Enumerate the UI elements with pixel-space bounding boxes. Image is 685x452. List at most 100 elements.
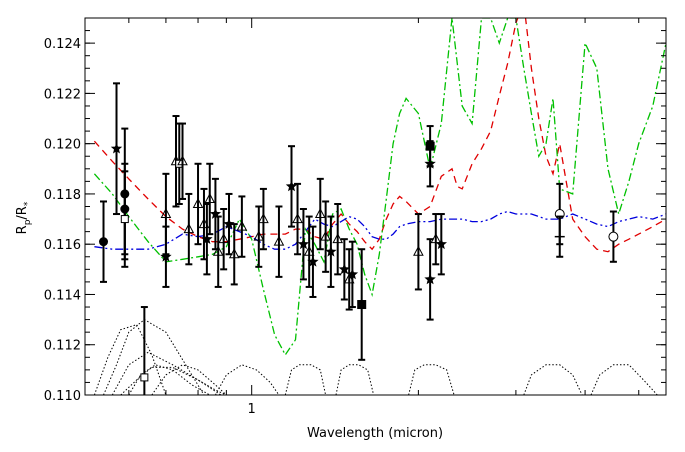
- measurement: [554, 215, 565, 258]
- measurement: [357, 248, 367, 361]
- data-point: [218, 233, 229, 244]
- measurement: [320, 200, 331, 273]
- y-tick-label: 0.114: [44, 288, 81, 303]
- measurements: [99, 82, 619, 395]
- measurement: [608, 210, 619, 263]
- measurement: [253, 205, 265, 268]
- data-point: [160, 207, 172, 219]
- data-point: [346, 268, 359, 280]
- y-axis-label-slash: /R: [15, 206, 30, 219]
- data-point: [413, 245, 424, 256]
- filter-curve: [111, 351, 222, 395]
- filter-curves: [93, 318, 658, 395]
- data-point: [253, 230, 265, 241]
- measurement: [338, 238, 351, 301]
- x-axis-label: Wavelength (micron): [307, 426, 443, 441]
- data-point: [320, 230, 331, 241]
- filter-curve: [214, 364, 280, 395]
- data-point: [424, 273, 436, 285]
- data-point: [325, 245, 337, 257]
- data-point: [258, 212, 269, 224]
- filter-curve: [120, 366, 227, 395]
- measurement: [192, 162, 204, 246]
- data-point: [292, 212, 303, 224]
- measurement: [99, 200, 109, 283]
- y-tick-label: 0.118: [44, 188, 81, 203]
- measurement: [209, 177, 222, 251]
- data-point: [120, 215, 129, 224]
- measurement: [325, 215, 337, 288]
- filter-curve: [523, 364, 583, 395]
- measurement: [273, 205, 285, 278]
- measurement: [120, 170, 129, 268]
- measurement: [183, 192, 195, 266]
- y-tick-label: 0.122: [44, 87, 81, 102]
- filter-curve: [128, 364, 211, 395]
- data-point: [209, 208, 222, 219]
- y-tick-label: 0.110: [44, 389, 81, 404]
- measurement: [228, 223, 240, 286]
- measurement: [346, 240, 359, 309]
- y-tick-label: 0.124: [44, 37, 81, 52]
- filter-curve: [590, 364, 658, 395]
- data-point: [357, 300, 367, 310]
- data-point: [297, 238, 310, 250]
- measurement: [303, 215, 315, 288]
- data-point: [285, 180, 298, 192]
- data-point: [201, 233, 213, 244]
- axis-ticks: 0.110 0.112 0.114 0.116 0.118 0.120 0.122 0.124…: [44, 17, 666, 417]
- data-point: [228, 248, 240, 259]
- data-point: [332, 233, 344, 244]
- measurement: [314, 177, 326, 251]
- y-axis-label-sub1: p: [23, 219, 33, 225]
- data-point: [212, 245, 224, 256]
- filter-curve: [335, 364, 375, 395]
- y-tick-label: 0.116: [44, 238, 81, 253]
- measurement: [218, 208, 229, 271]
- data-point: [140, 373, 149, 382]
- y-tick-label: 0.120: [44, 138, 81, 153]
- x-tick-label: 1: [248, 402, 256, 417]
- y-tick-label: 0.112: [44, 339, 81, 354]
- data-point: [99, 237, 109, 247]
- data-point: [177, 155, 188, 166]
- measurement: [223, 192, 235, 256]
- measurement: [201, 202, 213, 276]
- data-point: [204, 192, 216, 203]
- data-point: [430, 233, 442, 244]
- data-point: [110, 142, 123, 154]
- data-point: [303, 245, 315, 256]
- y-axis-label: Rp/R*: [15, 201, 33, 234]
- measurement: [413, 213, 424, 291]
- measurement: [160, 225, 172, 288]
- measurement: [307, 225, 319, 298]
- measurement: [424, 238, 436, 321]
- filter-curve: [151, 364, 227, 395]
- data-point: [223, 218, 235, 229]
- data-point: [338, 263, 351, 275]
- y-axis-label-base: R: [15, 225, 30, 234]
- data-point: [236, 220, 248, 231]
- measurement: [177, 122, 188, 200]
- measurement: [435, 213, 447, 276]
- data-point: [183, 223, 195, 234]
- data-point: [608, 231, 619, 242]
- filter-curve: [93, 323, 167, 395]
- model-series-line: [94, 210, 666, 250]
- measurement: [292, 182, 303, 256]
- data-point: [160, 250, 172, 262]
- filter-curve: [103, 318, 205, 395]
- measurement: [332, 202, 344, 276]
- measurement: [297, 208, 310, 281]
- data-point: [314, 207, 326, 219]
- data-point: [424, 157, 436, 169]
- measurement: [212, 215, 224, 288]
- measurement: [258, 187, 269, 251]
- data-point: [307, 255, 319, 267]
- measurement: [285, 145, 298, 228]
- measurement: [204, 162, 216, 236]
- data-point: [435, 238, 447, 250]
- plot-frame: [84, 17, 667, 396]
- model-series-line: [93, 18, 666, 357]
